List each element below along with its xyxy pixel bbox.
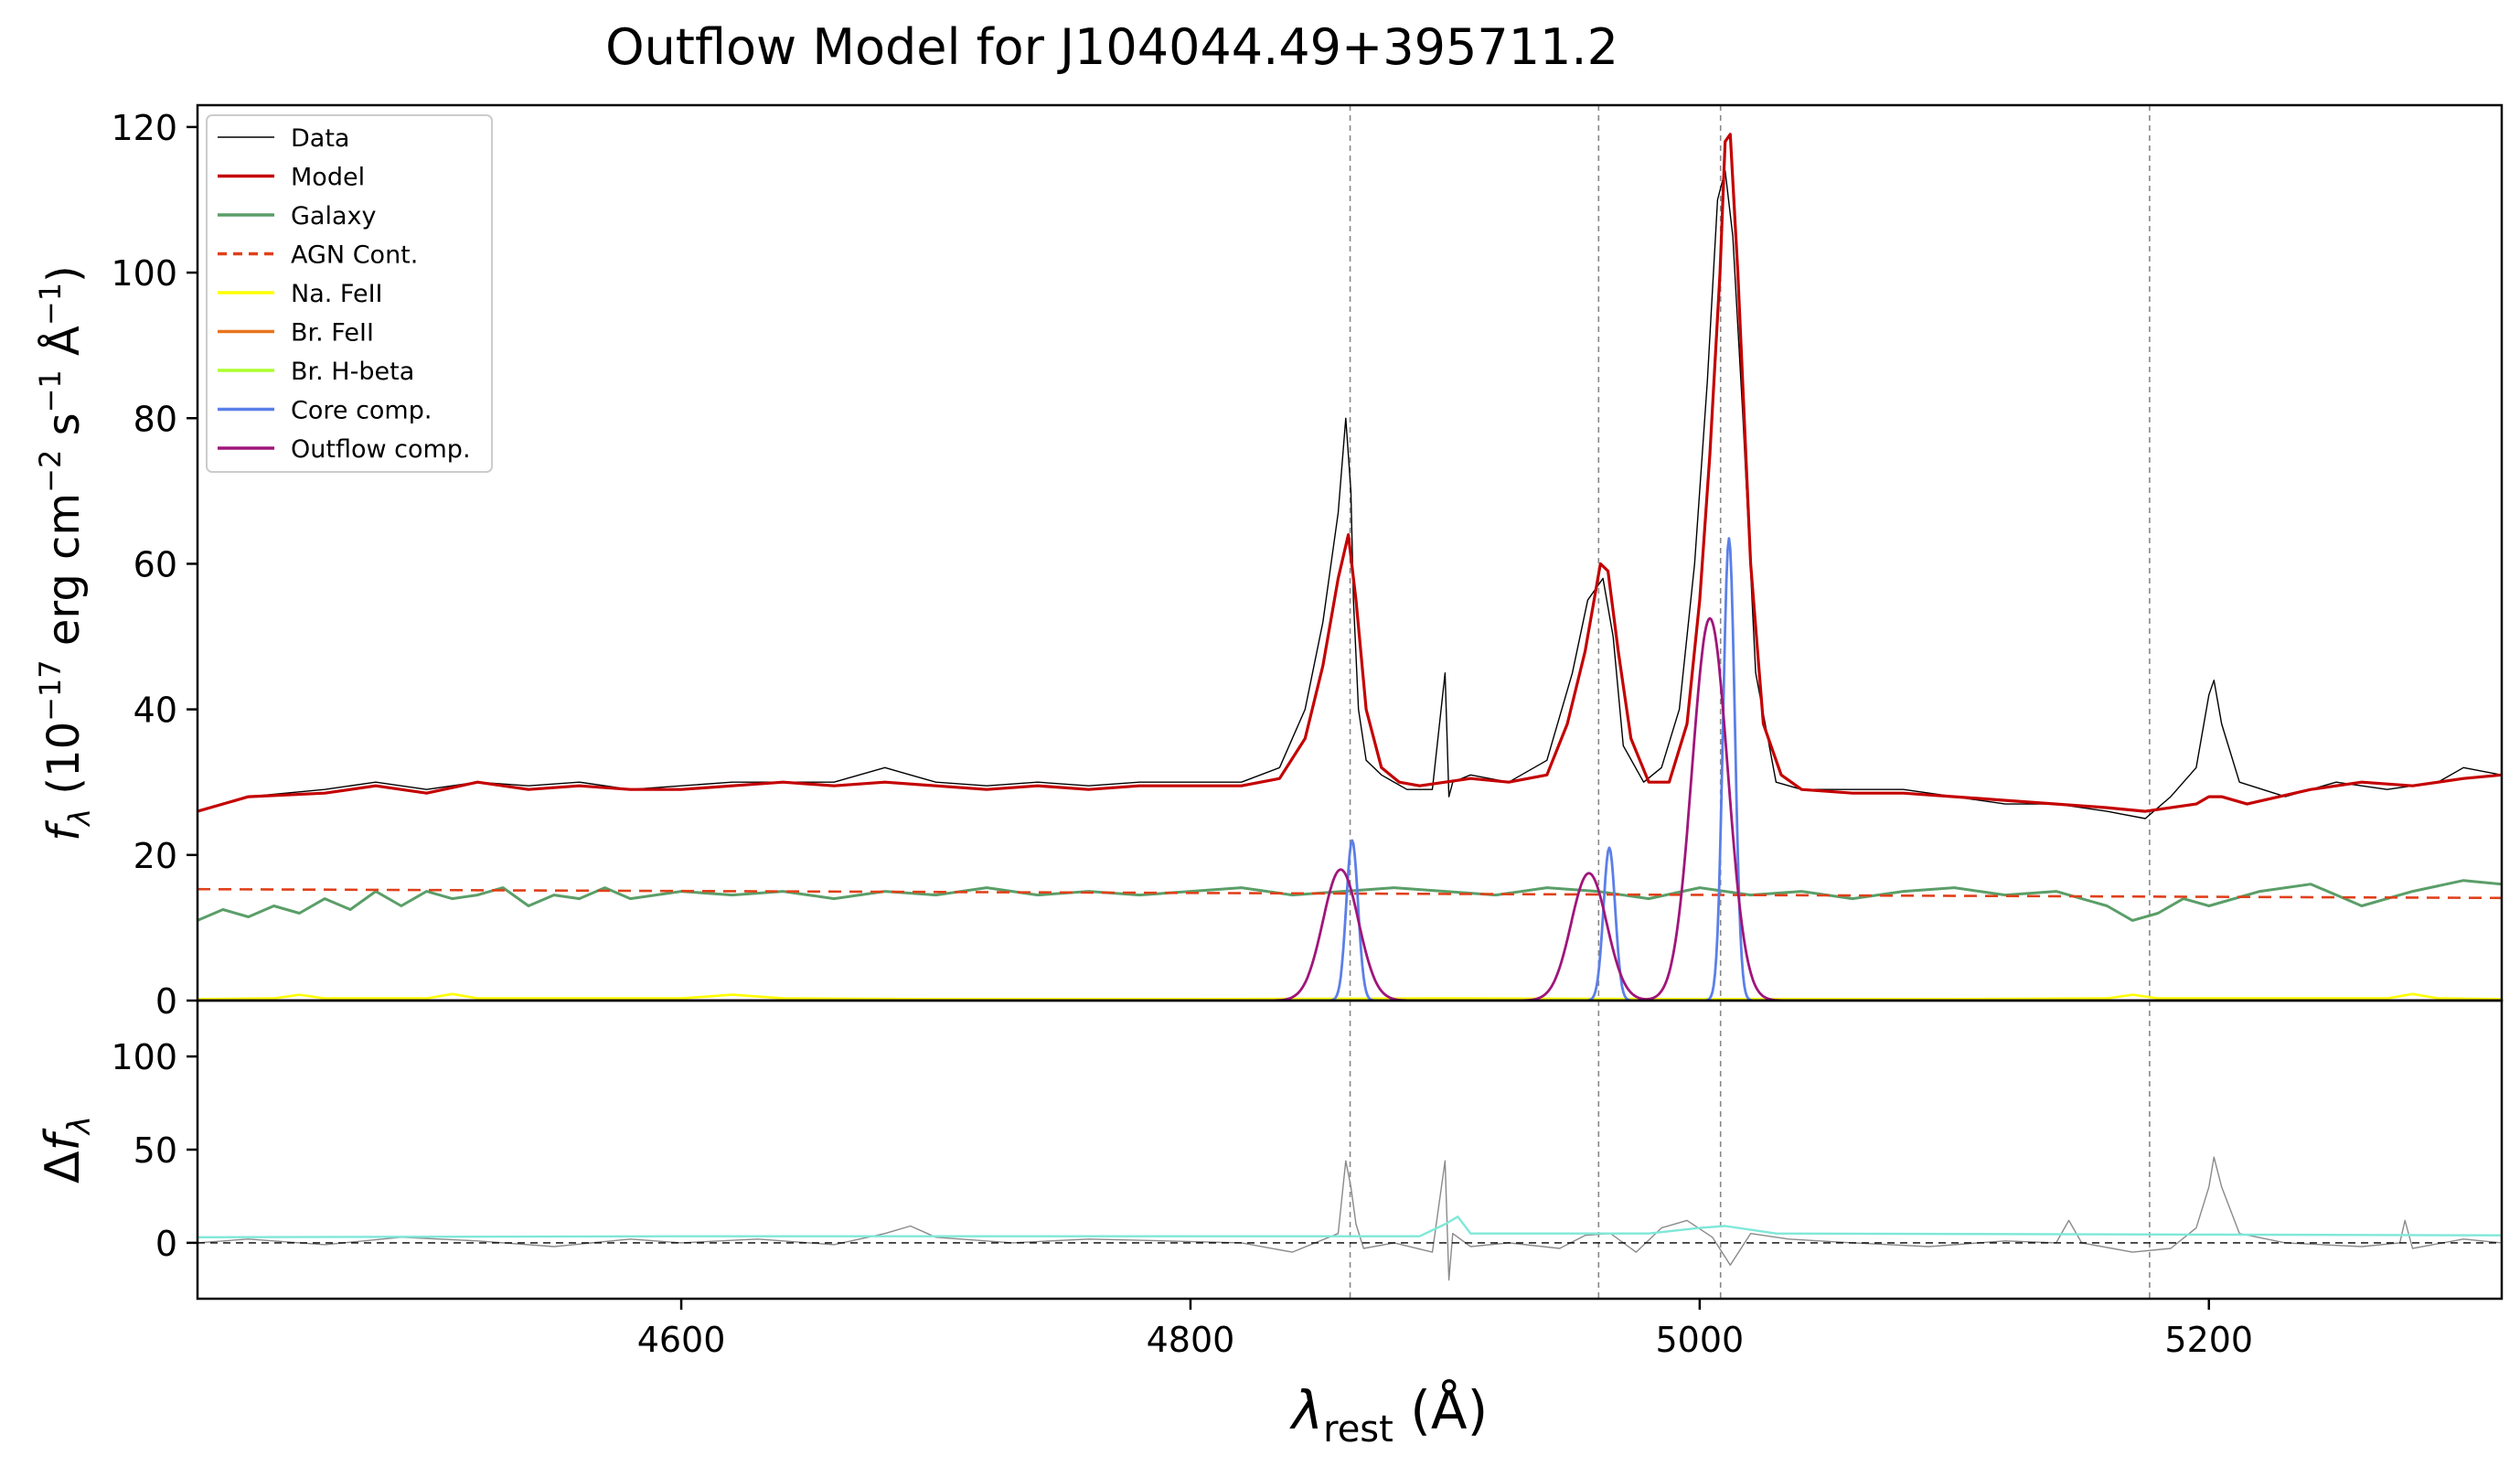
series-outflow-comp bbox=[198, 616, 2502, 1001]
main-y-tick-label: 80 bbox=[133, 399, 177, 439]
series-core-comp bbox=[198, 537, 2502, 1001]
legend-label-model: Model bbox=[291, 164, 365, 192]
main-y-tick-label: 20 bbox=[133, 836, 177, 876]
svg-text:fλ (10−17 erg cm−2 s−1 Å−1): fλ (10−17 erg cm−2 s−1 Å−1) bbox=[33, 265, 97, 841]
residual-series-group bbox=[198, 1156, 2502, 1281]
legend-label-outflow-comp: Outflow comp. bbox=[291, 435, 471, 464]
legend-label-br-feii: Br. FeII bbox=[291, 319, 374, 348]
main-y-tick-label: 120 bbox=[111, 108, 177, 148]
residual-series-noise bbox=[198, 1215, 2502, 1239]
main-y-tick-label: 0 bbox=[155, 981, 177, 1022]
main-ylabel: fλ (10−17 erg cm−2 s−1 Å−1) bbox=[33, 265, 97, 841]
series-data bbox=[198, 169, 2502, 819]
residual-line-markers bbox=[1349, 1001, 2151, 1299]
series-model bbox=[198, 133, 2502, 813]
legend-label-agn-cont: AGN Cont. bbox=[291, 241, 418, 270]
main-y-tick-label: 100 bbox=[111, 253, 177, 294]
legend-label-data: Data bbox=[291, 124, 349, 153]
main-y-ticks: 0 20 40 60 80 100 120 bbox=[111, 108, 198, 1022]
legend-label-na-feii: Na. FeII bbox=[291, 280, 383, 308]
main-y-tick-label: 40 bbox=[133, 691, 177, 731]
main-series-group bbox=[198, 133, 2502, 1001]
x-tick-label: 4800 bbox=[1147, 1320, 1235, 1360]
chart-title: Outflow Model for J104044.49+395711.2 bbox=[605, 18, 1618, 76]
x-tick-label: 5200 bbox=[2164, 1320, 2253, 1360]
residual-ylabel: Δfλ bbox=[36, 1116, 98, 1183]
series-galaxy bbox=[198, 879, 2502, 922]
residual-y-tick-label: 100 bbox=[111, 1037, 177, 1077]
legend-label-galaxy: Galaxy bbox=[291, 202, 376, 230]
svg-text:λrest (Å): λrest (Å) bbox=[1289, 1378, 1488, 1451]
x-tick-label: 5000 bbox=[1656, 1320, 1745, 1360]
legend: Data Model Galaxy AGN Cont. Na. FeII Br. FeII… bbox=[206, 114, 493, 473]
series-agn-cont bbox=[198, 887, 2502, 900]
svg-text:Δfλ: Δfλ bbox=[36, 1116, 98, 1183]
legend-label-br-h-beta: Br. H-beta bbox=[291, 358, 414, 386]
legend-box bbox=[206, 114, 493, 473]
x-axis-label: λrest (Å) bbox=[1289, 1378, 1488, 1451]
x-ticks: 4600 4800 5000 5200 bbox=[637, 1299, 2253, 1360]
residual-y-tick-label: 0 bbox=[155, 1224, 177, 1264]
legend-label-core-comp: Core comp. bbox=[291, 397, 432, 425]
main-y-tick-label: 60 bbox=[133, 544, 177, 584]
series-na-feii bbox=[198, 992, 2502, 1001]
x-tick-label: 4600 bbox=[637, 1320, 726, 1360]
residual-y-tick-label: 50 bbox=[133, 1130, 177, 1171]
residual-panel: 0 50 100 4600 4800 5000 5200 Δfλ λrest (Å) bbox=[36, 999, 2504, 1451]
residual-y-ticks: 0 50 100 bbox=[111, 1037, 198, 1264]
